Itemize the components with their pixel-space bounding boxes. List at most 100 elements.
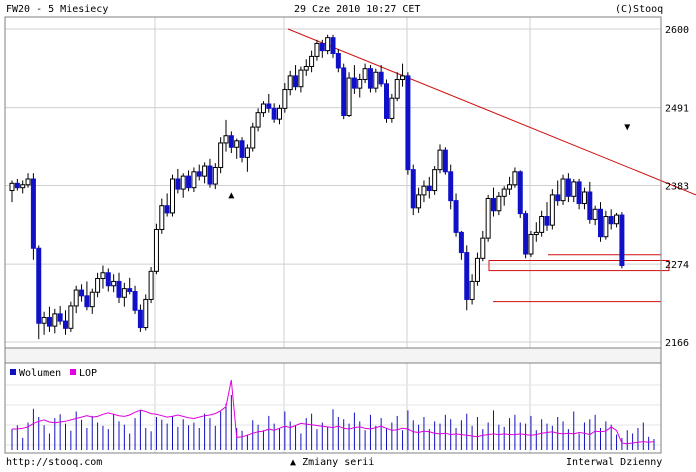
triangle-down-icon: ▼	[624, 122, 630, 133]
candle	[410, 164, 416, 216]
candle	[159, 198, 165, 234]
candle	[260, 101, 266, 117]
candle	[458, 230, 464, 260]
trendline-layer	[287, 28, 696, 303]
candle	[346, 72, 352, 117]
candle	[576, 179, 582, 210]
candle	[533, 222, 539, 242]
candle	[36, 245, 42, 340]
candle	[244, 144, 250, 172]
candle	[255, 108, 261, 132]
candle	[544, 202, 550, 231]
grid-layer	[5, 17, 661, 453]
candle	[453, 193, 459, 237]
interval-label: Interwal Dzienny	[566, 457, 663, 468]
candle	[491, 187, 496, 217]
candle	[68, 301, 74, 332]
candle	[485, 194, 491, 242]
candle	[266, 93, 272, 113]
candle	[111, 274, 117, 293]
candle	[153, 223, 159, 275]
candle	[416, 187, 422, 213]
candle	[469, 274, 475, 305]
candle	[405, 72, 411, 175]
candle	[46, 306, 52, 332]
candle	[137, 304, 143, 332]
candle	[394, 72, 400, 102]
candle	[587, 181, 593, 224]
triangle-up-icon: ▲	[290, 457, 297, 468]
volume-legend-swatch	[10, 369, 16, 375]
candle	[357, 73, 363, 98]
candle	[325, 34, 331, 55]
candle	[501, 186, 507, 206]
candle	[474, 252, 480, 286]
candle	[367, 65, 373, 93]
chart-symbol-title: FW20 - 5 Miesiecy	[6, 4, 109, 15]
candle	[314, 39, 320, 61]
trendline	[287, 28, 696, 196]
candle	[539, 210, 545, 237]
volume-legend-label: Wolumen	[19, 368, 61, 379]
candle	[437, 144, 443, 174]
candle	[549, 189, 555, 230]
candle	[9, 180, 15, 203]
candle	[30, 173, 36, 260]
candle	[287, 70, 293, 96]
candle	[389, 93, 395, 123]
candle	[507, 176, 513, 195]
candle	[132, 285, 138, 314]
candle	[293, 65, 299, 91]
volume-panel-frame	[4, 362, 662, 454]
candle	[148, 266, 154, 304]
candle	[517, 170, 523, 218]
candle	[319, 39, 325, 58]
candle	[303, 59, 309, 76]
candle	[565, 173, 571, 203]
candle	[116, 272, 122, 304]
y-tick-label: 2274	[665, 260, 689, 271]
candle	[25, 173, 31, 188]
y-tick-label: 2600	[665, 25, 689, 36]
candle	[207, 158, 213, 188]
y-tick-label: 2166	[665, 338, 689, 349]
candlestick-series	[9, 34, 625, 340]
candle	[496, 191, 502, 216]
candle	[202, 162, 208, 184]
brand-label: (C)Stooq	[615, 4, 664, 15]
candle	[432, 166, 438, 195]
candle	[196, 164, 202, 181]
candle	[298, 66, 304, 93]
candle	[170, 174, 175, 217]
footer-url[interactable]: http://stooq.com	[6, 457, 103, 468]
candle	[41, 311, 47, 335]
candle	[175, 168, 181, 194]
candle	[373, 68, 379, 93]
candle	[105, 268, 111, 292]
candle	[250, 122, 256, 152]
volume-series	[11, 395, 655, 450]
candle	[143, 294, 149, 331]
candle	[14, 179, 20, 191]
candle	[571, 179, 577, 203]
candle	[378, 65, 384, 87]
candle	[464, 245, 470, 311]
candle	[608, 209, 614, 230]
triangle-up-icon: ▲	[228, 190, 234, 201]
candle	[614, 212, 620, 228]
candle	[528, 230, 534, 257]
candle	[180, 173, 186, 198]
candle	[52, 308, 58, 334]
candle	[512, 167, 518, 188]
candle	[581, 187, 587, 210]
candle	[212, 163, 218, 190]
support-box	[488, 260, 670, 272]
candle	[335, 49, 341, 73]
chart-datetime: 29 Cze 2010 10:27 CET	[294, 4, 421, 15]
candle	[426, 176, 432, 199]
candle	[351, 65, 357, 94]
candle	[234, 138, 240, 159]
candle	[330, 34, 336, 58]
series-changes-label: Zmiany serii	[302, 457, 375, 468]
